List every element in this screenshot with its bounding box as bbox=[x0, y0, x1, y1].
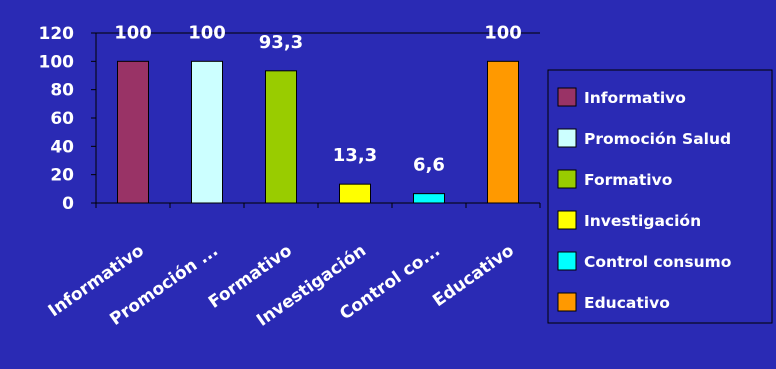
y-tick-label: 40 bbox=[50, 137, 74, 157]
legend-box bbox=[547, 69, 773, 324]
y-tick-label: 20 bbox=[50, 166, 74, 186]
data-label: 100 bbox=[188, 22, 226, 43]
legend-label: Investigación bbox=[584, 212, 701, 230]
bar bbox=[191, 60, 223, 204]
y-tick-label: 60 bbox=[50, 109, 74, 129]
legend-label: Formativo bbox=[584, 171, 672, 189]
legend-label: Promoción Salud bbox=[584, 130, 731, 148]
bar bbox=[339, 183, 371, 204]
y-tick-label: 0 bbox=[62, 194, 74, 214]
bar bbox=[413, 193, 445, 204]
legend: Informativo Promoción Salud Formativo Inves… bbox=[547, 69, 773, 324]
legend-label: Control consumo bbox=[584, 253, 731, 271]
bar bbox=[265, 70, 297, 204]
bars bbox=[117, 60, 519, 204]
legend-swatch bbox=[557, 251, 577, 271]
data-label: 6,6 bbox=[413, 155, 445, 176]
data-label: 13,3 bbox=[333, 145, 377, 166]
data-label: 93,3 bbox=[259, 32, 303, 53]
legend-swatch bbox=[557, 87, 577, 107]
legend-label: Educativo bbox=[584, 294, 670, 312]
legend-swatch bbox=[557, 169, 577, 189]
data-labels: 100 100 93,3 13,3 6,6 100 bbox=[114, 22, 522, 175]
y-tick-label: 100 bbox=[39, 52, 75, 72]
data-label: 100 bbox=[484, 22, 522, 43]
bar bbox=[117, 60, 149, 204]
x-tick-label: Educativo bbox=[429, 241, 518, 311]
data-label: 100 bbox=[114, 22, 152, 43]
legend-swatch bbox=[557, 210, 577, 230]
y-tick-label: 120 bbox=[39, 24, 75, 44]
bar bbox=[487, 60, 519, 204]
legend-swatch bbox=[557, 128, 577, 148]
legend-swatch bbox=[557, 292, 577, 312]
axes: 0 20 40 60 80 100 120 bbox=[39, 24, 541, 214]
y-tick-label: 80 bbox=[50, 81, 74, 101]
legend-label: Informativo bbox=[584, 89, 686, 107]
